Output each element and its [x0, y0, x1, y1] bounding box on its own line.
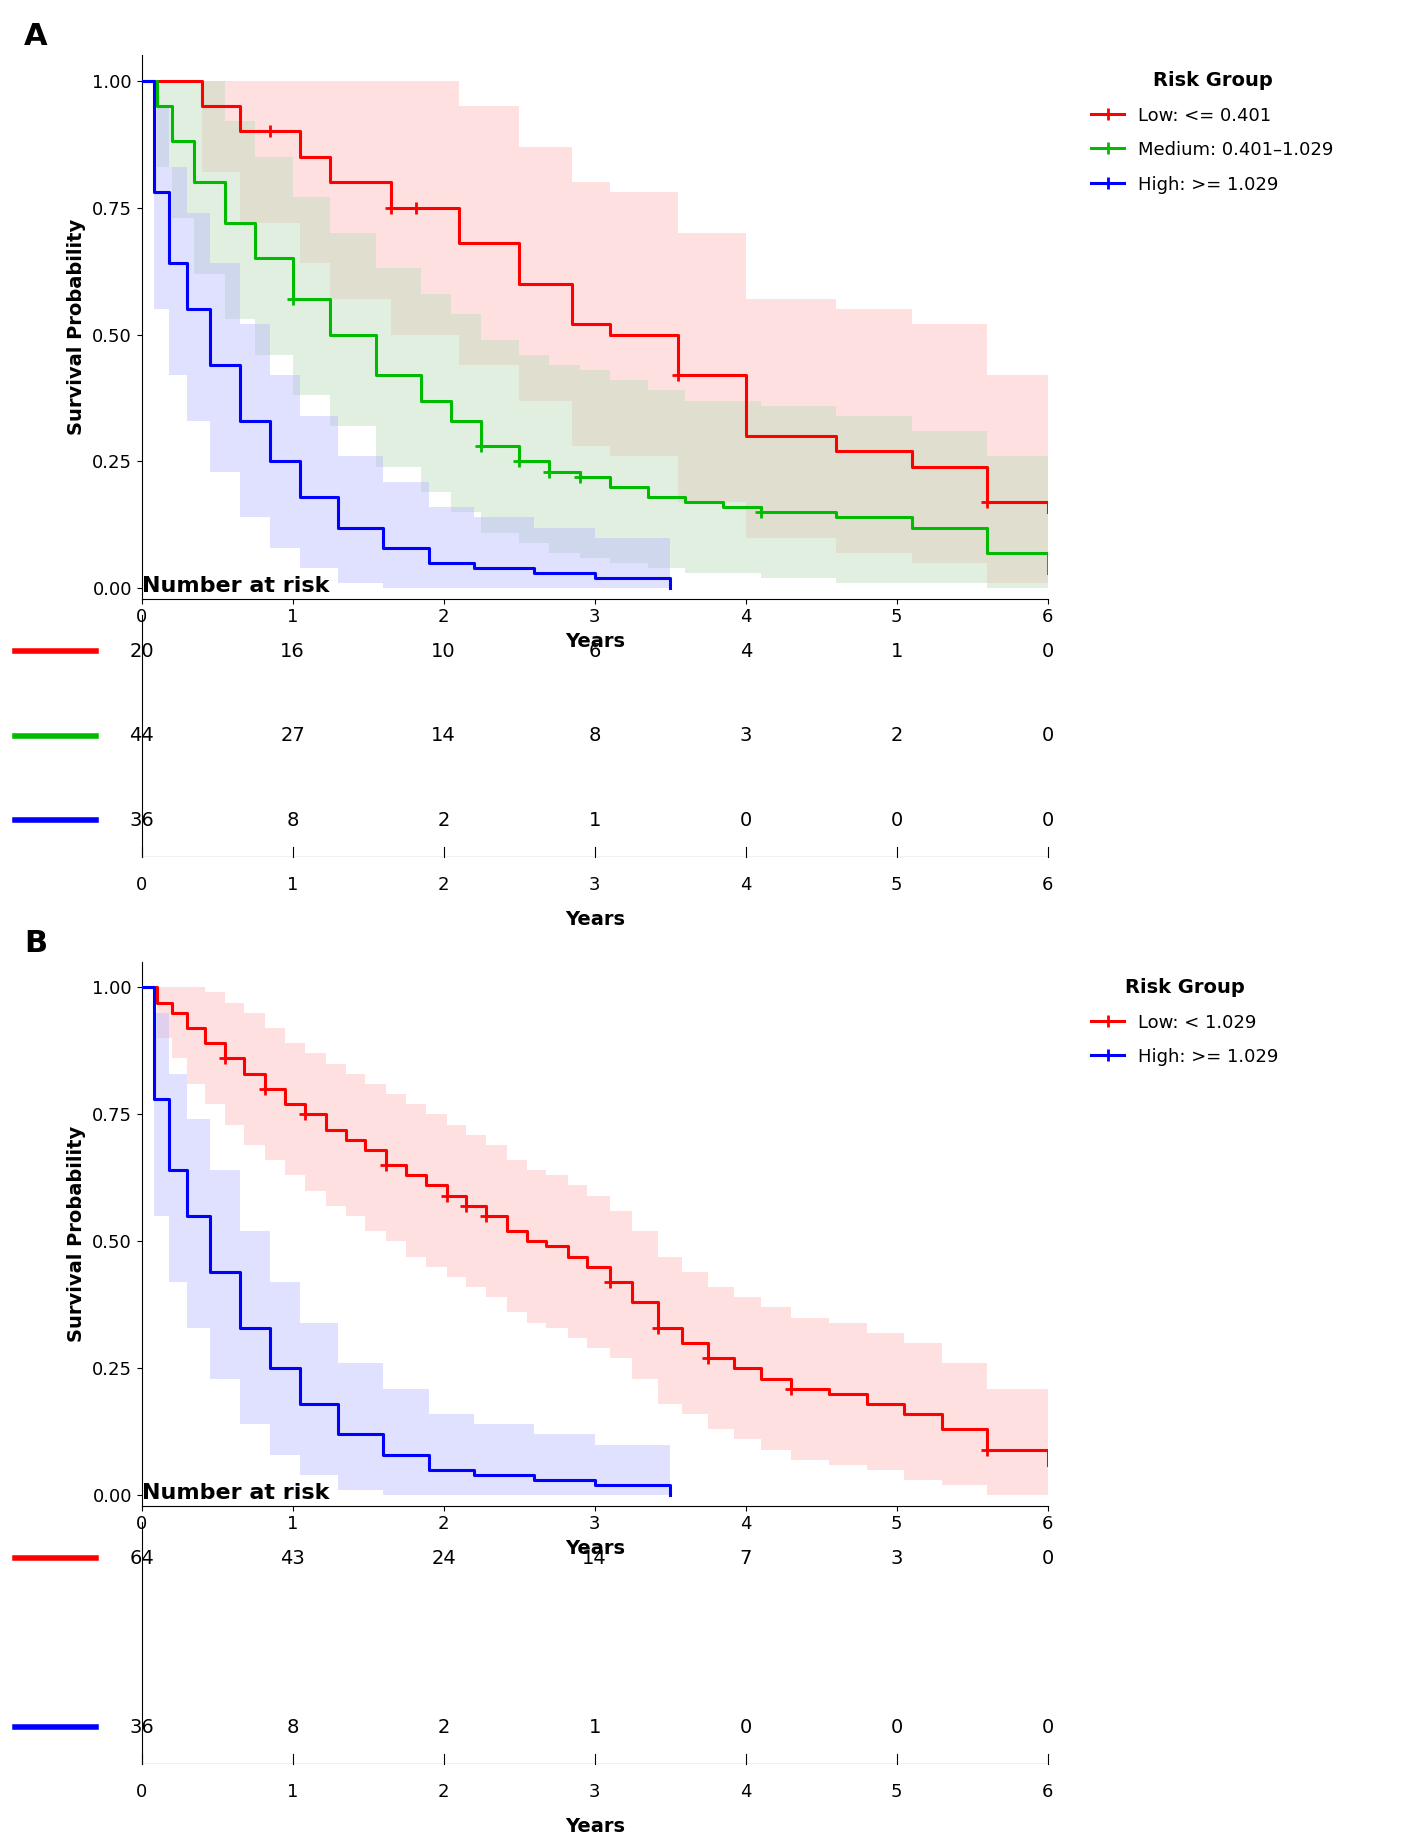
- Text: 3: 3: [589, 876, 600, 895]
- Text: 10: 10: [432, 641, 456, 661]
- Text: Number at risk: Number at risk: [142, 1482, 329, 1503]
- Legend: Low: <= 0.401, Medium: 0.401–1.029, High: >= 1.029: Low: <= 0.401, Medium: 0.401–1.029, High…: [1085, 64, 1341, 200]
- Y-axis label: Survival Probability: Survival Probability: [68, 219, 86, 435]
- Text: 3: 3: [739, 726, 752, 746]
- Text: 1: 1: [589, 810, 600, 830]
- Text: 0: 0: [739, 1718, 752, 1736]
- Text: Number at risk: Number at risk: [142, 575, 329, 595]
- Text: 0: 0: [136, 876, 147, 895]
- Text: 0: 0: [1042, 641, 1054, 661]
- Text: 1: 1: [891, 641, 903, 661]
- Text: 2: 2: [891, 726, 903, 746]
- Text: 2: 2: [438, 1784, 449, 1800]
- Legend: Low: < 1.029, High: >= 1.029: Low: < 1.029, High: >= 1.029: [1085, 972, 1286, 1073]
- Text: 0: 0: [891, 1718, 903, 1736]
- Text: 44: 44: [129, 726, 154, 746]
- Text: 0: 0: [1042, 726, 1054, 746]
- Text: 0: 0: [1042, 1549, 1054, 1567]
- Y-axis label: Survival Probability: Survival Probability: [68, 1126, 86, 1341]
- Text: 14: 14: [432, 726, 456, 746]
- Text: 64: 64: [129, 1549, 154, 1567]
- Text: 0: 0: [1042, 810, 1054, 830]
- Text: 8: 8: [286, 810, 299, 830]
- Text: 3: 3: [891, 1549, 903, 1567]
- Text: 4: 4: [739, 641, 752, 661]
- Text: 7: 7: [739, 1549, 752, 1567]
- Text: 4: 4: [741, 1784, 752, 1800]
- Text: 8: 8: [286, 1718, 299, 1736]
- Text: 1: 1: [287, 876, 299, 895]
- Text: 43: 43: [280, 1549, 304, 1567]
- Text: 6: 6: [1042, 876, 1054, 895]
- Text: 2: 2: [438, 1718, 450, 1736]
- Text: 16: 16: [280, 641, 304, 661]
- Text: 6: 6: [1042, 1784, 1054, 1800]
- X-axis label: Years: Years: [565, 632, 624, 650]
- X-axis label: Years: Years: [565, 1539, 624, 1558]
- Text: 2: 2: [438, 810, 450, 830]
- Text: 8: 8: [589, 726, 600, 746]
- Text: 0: 0: [891, 810, 903, 830]
- Text: 1: 1: [589, 1718, 600, 1736]
- Text: 27: 27: [280, 726, 304, 746]
- Text: 5: 5: [891, 1784, 902, 1800]
- Text: 6: 6: [589, 641, 600, 661]
- Text: 0: 0: [1042, 1718, 1054, 1736]
- Text: A: A: [24, 22, 47, 51]
- Text: 1: 1: [287, 1784, 299, 1800]
- Text: 36: 36: [129, 1718, 154, 1736]
- Text: 4: 4: [741, 876, 752, 895]
- Text: Years: Years: [565, 1817, 624, 1835]
- Text: 3: 3: [589, 1784, 600, 1800]
- Text: 20: 20: [129, 641, 154, 661]
- Text: 24: 24: [432, 1549, 456, 1567]
- Text: 36: 36: [129, 810, 154, 830]
- Text: B: B: [24, 930, 47, 959]
- Text: 5: 5: [891, 876, 902, 895]
- Text: 0: 0: [136, 1784, 147, 1800]
- Text: 0: 0: [739, 810, 752, 830]
- Text: Years: Years: [565, 909, 624, 930]
- Text: 2: 2: [438, 876, 449, 895]
- Text: 14: 14: [582, 1549, 607, 1567]
